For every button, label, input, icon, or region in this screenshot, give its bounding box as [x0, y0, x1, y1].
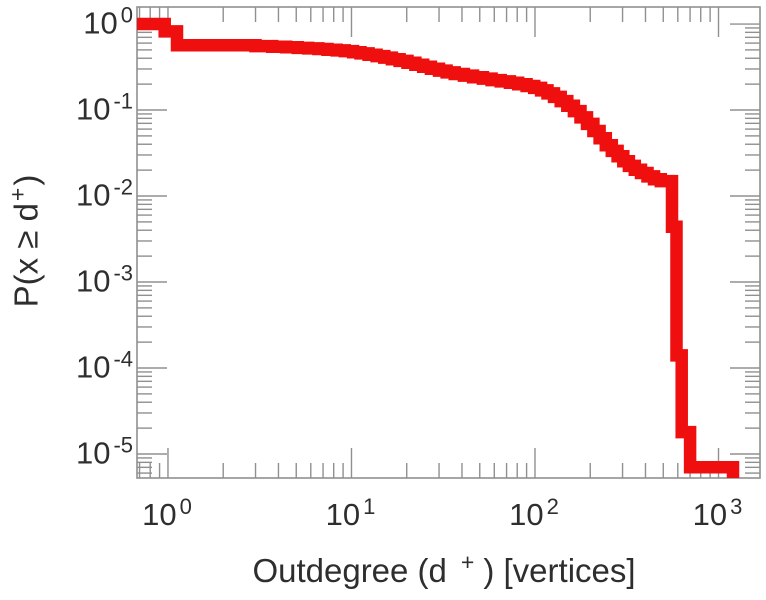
- y-tick-label: 10 0: [83, 2, 133, 41]
- y-tick-label: 10 -5: [75, 432, 133, 471]
- y-axis-title-sup: +: [4, 187, 31, 202]
- x-axis-title: Outdegree (d + ) [vertices]: [252, 551, 636, 589]
- y-axis-title: P(x ≥ d+): [5, 174, 45, 308]
- x-tick-label: 10 1: [325, 494, 376, 532]
- y-tick-label: 10 -4: [75, 346, 133, 385]
- x-axis-title-pre: Outdegree (d: [252, 552, 447, 589]
- y-tick-label: 10 -3: [75, 260, 133, 299]
- x-tick-label: 10 0: [142, 494, 192, 532]
- y-tick-label: 10 -1: [75, 88, 133, 127]
- x-axis-title-post: ) [vertices]: [483, 552, 636, 589]
- y-tick-label: 10 -2: [75, 174, 133, 213]
- plot-frame: [136, 6, 761, 479]
- x-axis-title-sup: +: [460, 549, 475, 575]
- x-tick-label: 10 2: [509, 494, 559, 532]
- y-axis-title-post: ): [7, 174, 45, 186]
- x-tick-label: 10 3: [692, 494, 743, 532]
- y-axis-title-pre: P(x ≥ d: [7, 203, 45, 308]
- ccdf-curve: [137, 17, 740, 478]
